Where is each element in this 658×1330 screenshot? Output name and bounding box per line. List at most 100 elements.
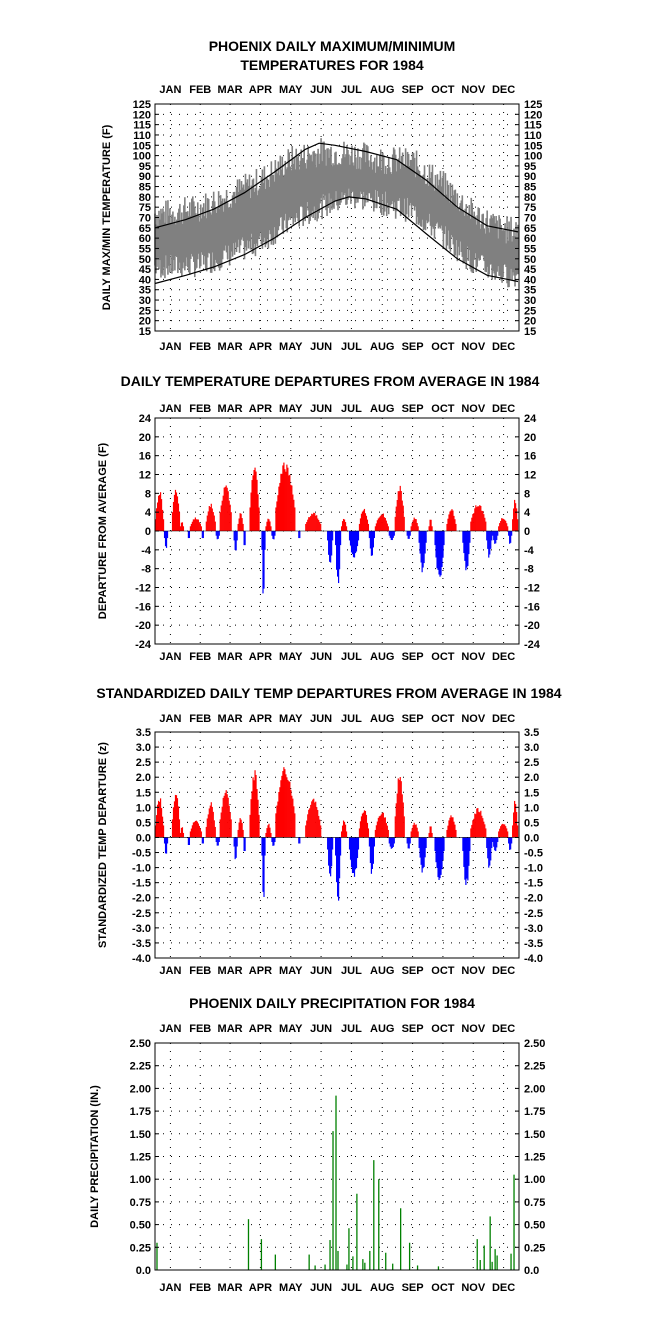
departure-bar: [504, 824, 506, 838]
departure-bar: [438, 531, 440, 575]
departure-bar: [414, 824, 416, 838]
departure-bar: [485, 521, 487, 531]
departure-bar: [359, 821, 362, 838]
departure-bar: [483, 821, 485, 838]
departure-bar: [276, 805, 278, 838]
departure-bar: [453, 515, 455, 531]
month-label-bottom: AUG: [370, 651, 394, 663]
departure-bar: [189, 831, 192, 838]
departure-bar: [462, 531, 464, 543]
departure-bar: [264, 837, 266, 856]
departure-bar: [517, 519, 519, 531]
month-label-top: MAY: [279, 84, 303, 96]
departure-bar: [497, 837, 499, 842]
departure-bar: [419, 837, 421, 858]
departure-bar: [373, 531, 375, 539]
departure-bar: [401, 500, 403, 531]
departure-bar: [415, 519, 417, 531]
departure-bar: [392, 531, 394, 538]
month-label-top: OCT: [431, 403, 455, 415]
departure-bar: [469, 531, 471, 543]
y-axis-label: DEPARTURE FROM AVERAGE (F): [97, 442, 109, 619]
departure-bar: [264, 531, 266, 550]
y-tick-label-left: 2.5: [136, 757, 151, 769]
departure-bar: [191, 825, 193, 838]
departure-bar: [287, 779, 289, 838]
departure-bar: [424, 837, 426, 858]
y-tick-label-right: -4: [524, 545, 535, 557]
y-tick-label-right: -0.5: [524, 848, 543, 860]
departure-bar: [191, 521, 193, 531]
normal-low-line: [154, 196, 519, 285]
departure-bar: [480, 505, 482, 531]
departure-bar: [490, 531, 492, 549]
y-tick-label-right: 110: [524, 130, 542, 142]
departure-bar: [198, 522, 200, 531]
y-tick-label-left: 125: [133, 99, 151, 111]
departure-bar: [309, 808, 311, 838]
departure-bar: [222, 797, 224, 838]
departure-bar: [397, 778, 399, 838]
departure-bar: [378, 517, 380, 531]
month-label-top: APR: [249, 84, 272, 96]
y-tick-label-left: 95: [139, 161, 151, 173]
departure-bar: [517, 825, 519, 838]
departure-bar: [425, 531, 427, 543]
departure-bar: [477, 506, 479, 531]
y-tick-label-left: 50: [139, 254, 151, 266]
departure-bar: [497, 531, 499, 536]
month-label-bottom: OCT: [431, 341, 455, 353]
departure-bar: [320, 523, 322, 531]
departure-bar: [358, 828, 361, 838]
departure-bar: [263, 837, 265, 897]
departure-bar: [391, 837, 393, 849]
y-tick-label-left: -4: [141, 545, 152, 557]
departure-bar: [193, 822, 195, 838]
y-tick-label-left: 110: [133, 130, 151, 142]
departure-bar: [509, 837, 511, 850]
departure-bar: [269, 521, 271, 531]
departure-bar: [410, 831, 412, 838]
departure-bar: [465, 531, 467, 571]
month-label-bottom: APR: [249, 1282, 272, 1294]
departure-bar: [484, 824, 486, 838]
departure-bar: [253, 780, 255, 838]
departure-bar: [329, 837, 331, 874]
departure-bar: [381, 514, 383, 531]
departure-bar: [428, 526, 430, 531]
departure-bar: [337, 531, 340, 584]
departure-bar: [288, 781, 290, 838]
departure-bar: [210, 802, 212, 838]
departure-bar: [471, 824, 473, 838]
departure-bar: [164, 837, 167, 854]
departure-bar: [243, 837, 245, 852]
y-tick-label-right: -3.0: [524, 923, 543, 935]
departure-bar: [491, 837, 493, 849]
month-label-top: SEP: [402, 84, 424, 96]
departure-bar: [161, 509, 164, 531]
departure-bar: [481, 510, 483, 531]
departure-bar: [175, 492, 178, 531]
month-label-bottom: JUN: [310, 651, 332, 663]
departure-bar: [353, 837, 356, 877]
departure-bar: [467, 531, 469, 566]
month-label-top: JUN: [310, 403, 332, 415]
departure-bar: [356, 531, 359, 547]
departure-bar: [515, 803, 517, 838]
departure-bar: [409, 837, 411, 844]
departure-bar: [374, 526, 376, 531]
y-tick-label-right: 15: [524, 326, 536, 338]
departure-bar: [163, 837, 166, 844]
departure-bar: [336, 837, 338, 883]
departure-bar: [341, 825, 344, 838]
departure-bar: [251, 480, 253, 531]
departure-bar: [508, 837, 510, 844]
departure-bar: [307, 814, 309, 838]
departure-bar: [424, 531, 426, 554]
departure-bar: [190, 828, 192, 838]
departure-bar: [506, 523, 508, 531]
y-axis: -24 -24 -20 -20 -16 -16 -12 -12 -8 -8 -4 -4 0 0 4 4 8 8 12…: [135, 413, 541, 651]
departure-bar: [281, 473, 283, 531]
departure-bar: [199, 828, 201, 838]
